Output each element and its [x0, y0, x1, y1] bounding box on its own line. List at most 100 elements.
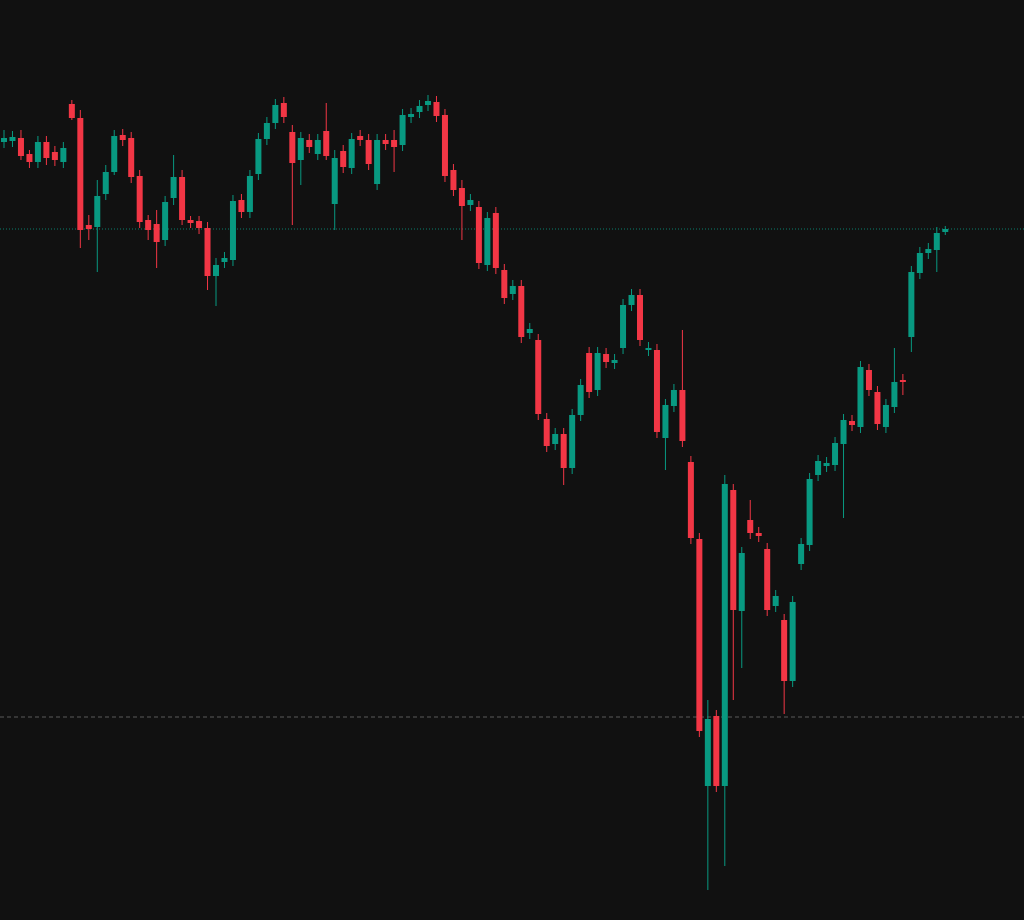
candle-body [628, 295, 635, 305]
candle-body [255, 139, 262, 174]
candle-body [94, 196, 101, 227]
candle-body [832, 443, 839, 465]
candle-body [34, 142, 41, 162]
candle-body [874, 392, 881, 424]
candle-body [297, 138, 304, 160]
candle-body [136, 176, 143, 222]
candle-body [526, 329, 533, 333]
candle-body [857, 367, 864, 427]
candle-body [263, 123, 270, 139]
candle-body [357, 136, 364, 140]
candle-body [942, 229, 949, 232]
candle-body [518, 286, 525, 337]
candle-body [501, 270, 508, 298]
candle-body [119, 135, 126, 140]
candle-body [102, 172, 109, 194]
candle-body [704, 719, 711, 786]
candle-body [552, 434, 559, 444]
candle-body [823, 463, 830, 466]
candle-body [17, 138, 24, 156]
candle-body [408, 114, 415, 117]
candle-body [128, 138, 135, 177]
candle-body [331, 158, 338, 204]
candle-body [713, 716, 720, 786]
candle-body [721, 484, 728, 786]
candle-body [246, 176, 253, 212]
candle-body [730, 490, 737, 610]
candle-body [594, 353, 601, 390]
candle-body [755, 533, 762, 536]
candle-body [535, 340, 542, 414]
candle-body [416, 106, 423, 112]
candle-body [280, 103, 287, 117]
candle-body [458, 188, 465, 206]
candle-body [433, 102, 440, 116]
candle-body [560, 434, 567, 468]
candle-body [645, 348, 652, 350]
candle-body [849, 421, 855, 425]
candle-body [662, 405, 669, 438]
candle-body [179, 177, 186, 220]
candle-body [187, 220, 194, 223]
candle-body [577, 385, 584, 415]
candle-body [306, 140, 313, 147]
candle-body [781, 620, 788, 681]
candle-body [85, 225, 92, 229]
candle-body [653, 350, 660, 432]
candle-body [916, 253, 923, 273]
candle-body [798, 544, 805, 564]
candle-body [467, 200, 474, 205]
candle-body [425, 101, 431, 105]
candle-body [840, 420, 847, 444]
candle-body [865, 370, 872, 390]
candle-body [229, 201, 236, 260]
candle-body [441, 115, 448, 176]
candle-body [925, 249, 932, 253]
candle-body [238, 200, 245, 212]
candle-body [543, 419, 550, 446]
candle-body [747, 520, 754, 533]
candle-body [637, 295, 643, 340]
candle-body [882, 405, 889, 427]
candle-body [9, 137, 16, 141]
candle-body [204, 228, 211, 276]
candle-body [670, 390, 677, 406]
candle-body [772, 596, 779, 606]
candle-body [213, 265, 219, 276]
candle-body [603, 354, 610, 362]
candle-body [586, 353, 593, 392]
candle-body [60, 148, 67, 162]
candle-body [1, 138, 7, 142]
candle-body [679, 390, 686, 441]
candle-body [111, 136, 118, 172]
candle-body [475, 207, 482, 263]
candle-body [815, 461, 822, 475]
candle-body [611, 360, 618, 363]
candle-body [908, 272, 915, 337]
candle-body [687, 462, 694, 538]
candle-body [374, 140, 381, 184]
candle-body [314, 140, 321, 154]
candle-body [221, 258, 228, 262]
candle-body [26, 154, 33, 162]
candle-body [196, 221, 203, 228]
candle-body [77, 118, 84, 230]
candle-body [789, 602, 796, 681]
candle-body [391, 140, 398, 147]
candle-body [891, 382, 898, 407]
candle-body [340, 151, 347, 167]
candle-body [484, 218, 491, 265]
candle-body [509, 286, 516, 294]
candle-body [764, 549, 771, 610]
candle-body [696, 539, 703, 731]
candle-body [620, 305, 627, 348]
candle-body [899, 380, 906, 382]
candle-body [365, 140, 372, 164]
candle-body [569, 415, 576, 468]
candle-body [51, 152, 58, 160]
candle-body [399, 115, 406, 145]
candle-body [68, 104, 75, 118]
candle-body [272, 105, 279, 123]
